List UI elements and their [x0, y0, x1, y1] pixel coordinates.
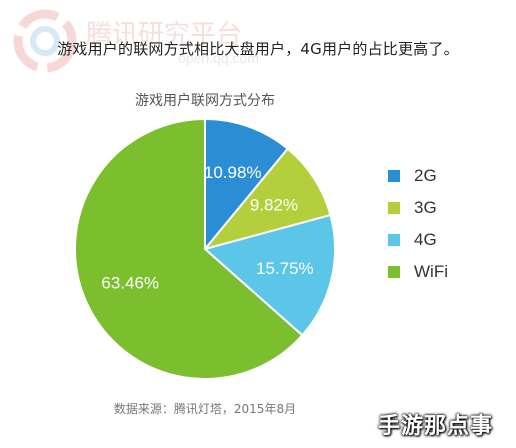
source-note: 数据来源：腾讯灯塔，2015年8月: [113, 402, 297, 416]
legend-swatch: [388, 266, 400, 278]
legend-item-4g: 4G: [388, 224, 448, 256]
watermark-url: open.qq.com: [178, 50, 259, 66]
legend-label: WiFi: [414, 262, 448, 281]
legend-item-2g: 2G: [388, 160, 448, 192]
legend-swatch: [388, 202, 400, 214]
legend-label: 4G: [414, 230, 437, 249]
chart-legend: 2G 3G 4G WiFi: [388, 160, 448, 288]
corner-watermark: 手游那点事: [378, 413, 494, 439]
headline: 游戏用户的联网方式相比大盘用户，4G用户的占比更高了。: [57, 40, 459, 58]
logo-icon: [13, 9, 77, 73]
pie-label-3g: 9.82%: [250, 196, 298, 215]
chart-title: 游戏用户联网方式分布: [135, 93, 275, 109]
legend-swatch: [388, 170, 400, 182]
watermark-brand: 腾讯研究平台: [86, 20, 243, 50]
pie-label-2g: 10.98%: [204, 163, 262, 182]
legend-swatch: [388, 234, 400, 246]
legend-label: 3G: [414, 198, 437, 217]
pie-label-wifi: 63.46%: [101, 274, 159, 293]
pie-label-4g: 15.75%: [256, 259, 314, 278]
legend-item-wifi: WiFi: [388, 256, 448, 288]
pie-slice-wifi: [74, 117, 304, 380]
pie-slice-2g: [204, 117, 290, 252]
pie-slice-3g: [202, 147, 332, 251]
legend-item-3g: 3G: [388, 192, 448, 224]
pie-slice-4g: [202, 213, 336, 337]
legend-label: 2G: [414, 166, 437, 185]
